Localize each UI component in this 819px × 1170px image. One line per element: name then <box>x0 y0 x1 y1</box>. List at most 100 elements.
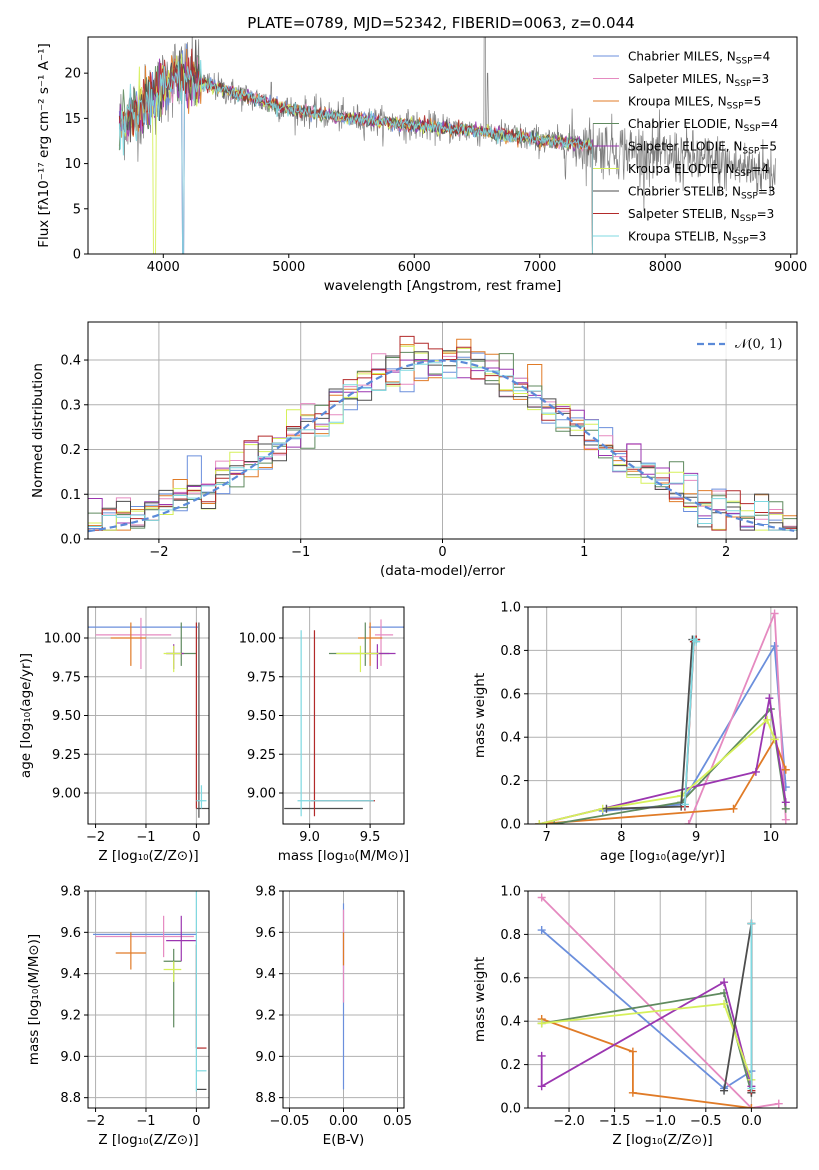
weight-marker <box>537 893 546 902</box>
y-tick-label: 9.0 <box>255 1050 276 1065</box>
x-tick-label: 9.0 <box>299 830 320 845</box>
weight-marker <box>602 804 611 813</box>
y-tick-label: 9.50 <box>52 709 81 724</box>
weight-marker <box>628 1088 637 1097</box>
y-tick-label: 0.4 <box>500 731 521 746</box>
legend-entry: Salpeter MILES, NSSP=3 <box>628 72 769 89</box>
y-tick-label: 9.2 <box>255 1009 276 1024</box>
weight-line <box>541 896 779 1108</box>
y-tick-label: 9.4 <box>255 967 276 982</box>
weight-marker <box>729 804 738 813</box>
x-axis-label: Z [log₁₀(Z/Z⊙)] <box>98 848 198 864</box>
x-tick-label: −2 <box>86 1114 105 1129</box>
x-tick-label: 0 <box>192 830 200 845</box>
legend-entry: Kroupa MILES, NSSP=5 <box>628 95 761 112</box>
y-tick-label: 0.6 <box>500 687 521 702</box>
y-tick-label: 8.8 <box>255 1091 276 1106</box>
y-tick-label: 9.50 <box>247 709 276 724</box>
y-tick-label: 0.0 <box>60 533 81 548</box>
x-tick-label: −1.5 <box>599 1114 631 1129</box>
y-tick-label: 9.4 <box>60 967 81 982</box>
weight-marker <box>765 694 774 703</box>
y-tick-label: 8.8 <box>60 1091 81 1106</box>
x-tick-label: 0.0 <box>741 1114 762 1129</box>
weight-marker <box>770 735 779 744</box>
axes-frame <box>282 890 405 1109</box>
y-tick-label: 9.0 <box>60 1050 81 1065</box>
x-axis-label: (data-model)/error <box>380 563 506 579</box>
y-tick-label: 0.8 <box>500 928 521 943</box>
normal-curve-line <box>88 359 795 533</box>
y-tick-label: 0.1 <box>60 488 81 503</box>
y-tick-label: 0.3 <box>60 398 81 413</box>
weight-line <box>541 1018 752 1108</box>
weight-line <box>538 697 787 824</box>
weight-line <box>606 638 697 810</box>
weight-marker <box>763 715 772 724</box>
plot-area <box>535 609 790 824</box>
y-tick-label: 9.75 <box>52 670 81 685</box>
y-axis-label: mass weight <box>472 673 488 758</box>
axes-frame <box>527 890 798 1109</box>
weight-marker <box>680 800 689 809</box>
y-axis-label: Normed distribution <box>30 363 46 498</box>
y-tick-label: 9.8 <box>60 885 81 900</box>
y-axis-label: mass [log₁₀(M/M⊙)] <box>26 934 42 1065</box>
x-tick-label: −2 <box>149 545 168 560</box>
weight-marker <box>720 978 729 987</box>
x-tick-label: 1 <box>580 545 588 560</box>
x-tick-label: 0.05 <box>383 1114 412 1129</box>
y-tick-label: 9.25 <box>247 748 276 763</box>
x-tick-label: −1 <box>291 545 310 560</box>
x-axis-label: mass [log₁₀(M/M⊙)] <box>278 848 409 864</box>
axes-frame <box>527 606 798 825</box>
axes-frame <box>282 606 405 825</box>
x-tick-label: 2 <box>722 545 730 560</box>
y-tick-label: 0.2 <box>500 1058 521 1073</box>
axes-frame <box>87 321 798 540</box>
y-tick-label: 1.0 <box>500 885 521 900</box>
mass-vs-metallicity-panel: −2 −1 0 8.8 9.0 9.2 9.4 9.6 9.8 Z [log₁₀(Z/Z⊙)] ma… <box>26 885 210 1148</box>
weight-marker <box>774 1099 783 1108</box>
weight-line <box>540 980 753 1088</box>
x-tick-label: −1 <box>136 1114 155 1129</box>
y-tick-label: 9.25 <box>52 748 81 763</box>
model-spectrum-line <box>118 59 593 254</box>
x-tick-label: 9 <box>692 830 700 845</box>
mass-vs-ebv-panel: −0.05 0.00 0.05 8.8 9.0 9.2 9.4 9.6 9.8 E(B-V) <box>255 885 412 1149</box>
x-axis-label: Z [log₁₀(Z/Z⊙)] <box>98 1132 198 1148</box>
weight-marker <box>628 1047 637 1056</box>
axes-frame <box>87 36 798 255</box>
y-tick-label: 0.2 <box>60 443 81 458</box>
weight-marker <box>747 1104 756 1108</box>
y-tick-label: 20 <box>64 67 81 82</box>
y-tick-label: 0 <box>73 248 81 263</box>
y-tick-label: 5 <box>73 202 81 217</box>
y-tick-label: 0.8 <box>500 644 521 659</box>
x-axis-label: E(B-V) <box>323 1132 365 1148</box>
weight-marker <box>751 767 760 776</box>
x-tick-label: 4000 <box>147 260 180 275</box>
y-tick-label: 0.2 <box>500 774 521 789</box>
y-axis-label: age [log₁₀(age/yr)] <box>18 653 34 778</box>
x-tick-label: 0.00 <box>329 1114 358 1129</box>
age-vs-metallicity-panel: −2 −1 0 9.00 9.25 9.50 9.75 10.00 Z [log₁₀(Z/Z⊙)… <box>18 606 210 864</box>
weight-marker <box>537 1051 546 1060</box>
x-tick-label: 6000 <box>398 260 431 275</box>
y-tick-label: 10 <box>64 157 81 172</box>
x-tick-label: 5000 <box>272 260 305 275</box>
y-axis-label: mass weight <box>472 957 488 1042</box>
legend-background <box>689 329 789 359</box>
y-tick-label: 0.6 <box>500 971 521 986</box>
x-tick-label: −2.0 <box>553 1114 585 1129</box>
residuals-panel: −2 −1 0 1 2 0.0 0.1 0.2 0.3 0.4 (data-model)/error… <box>30 321 798 579</box>
y-tick-label: 1.0 <box>500 601 521 616</box>
weight-line <box>539 737 787 824</box>
y-tick-label: 0.0 <box>500 1102 521 1117</box>
plot-area <box>537 893 783 1108</box>
legend-entry: Salpeter STELIB, NSSP=3 <box>628 207 774 224</box>
axes-frame <box>87 606 210 825</box>
y-tick-label: 9.2 <box>60 1009 81 1024</box>
legend-entry: Kroupa STELIB, NSSP=3 <box>628 230 766 247</box>
plot-area <box>118 37 776 254</box>
